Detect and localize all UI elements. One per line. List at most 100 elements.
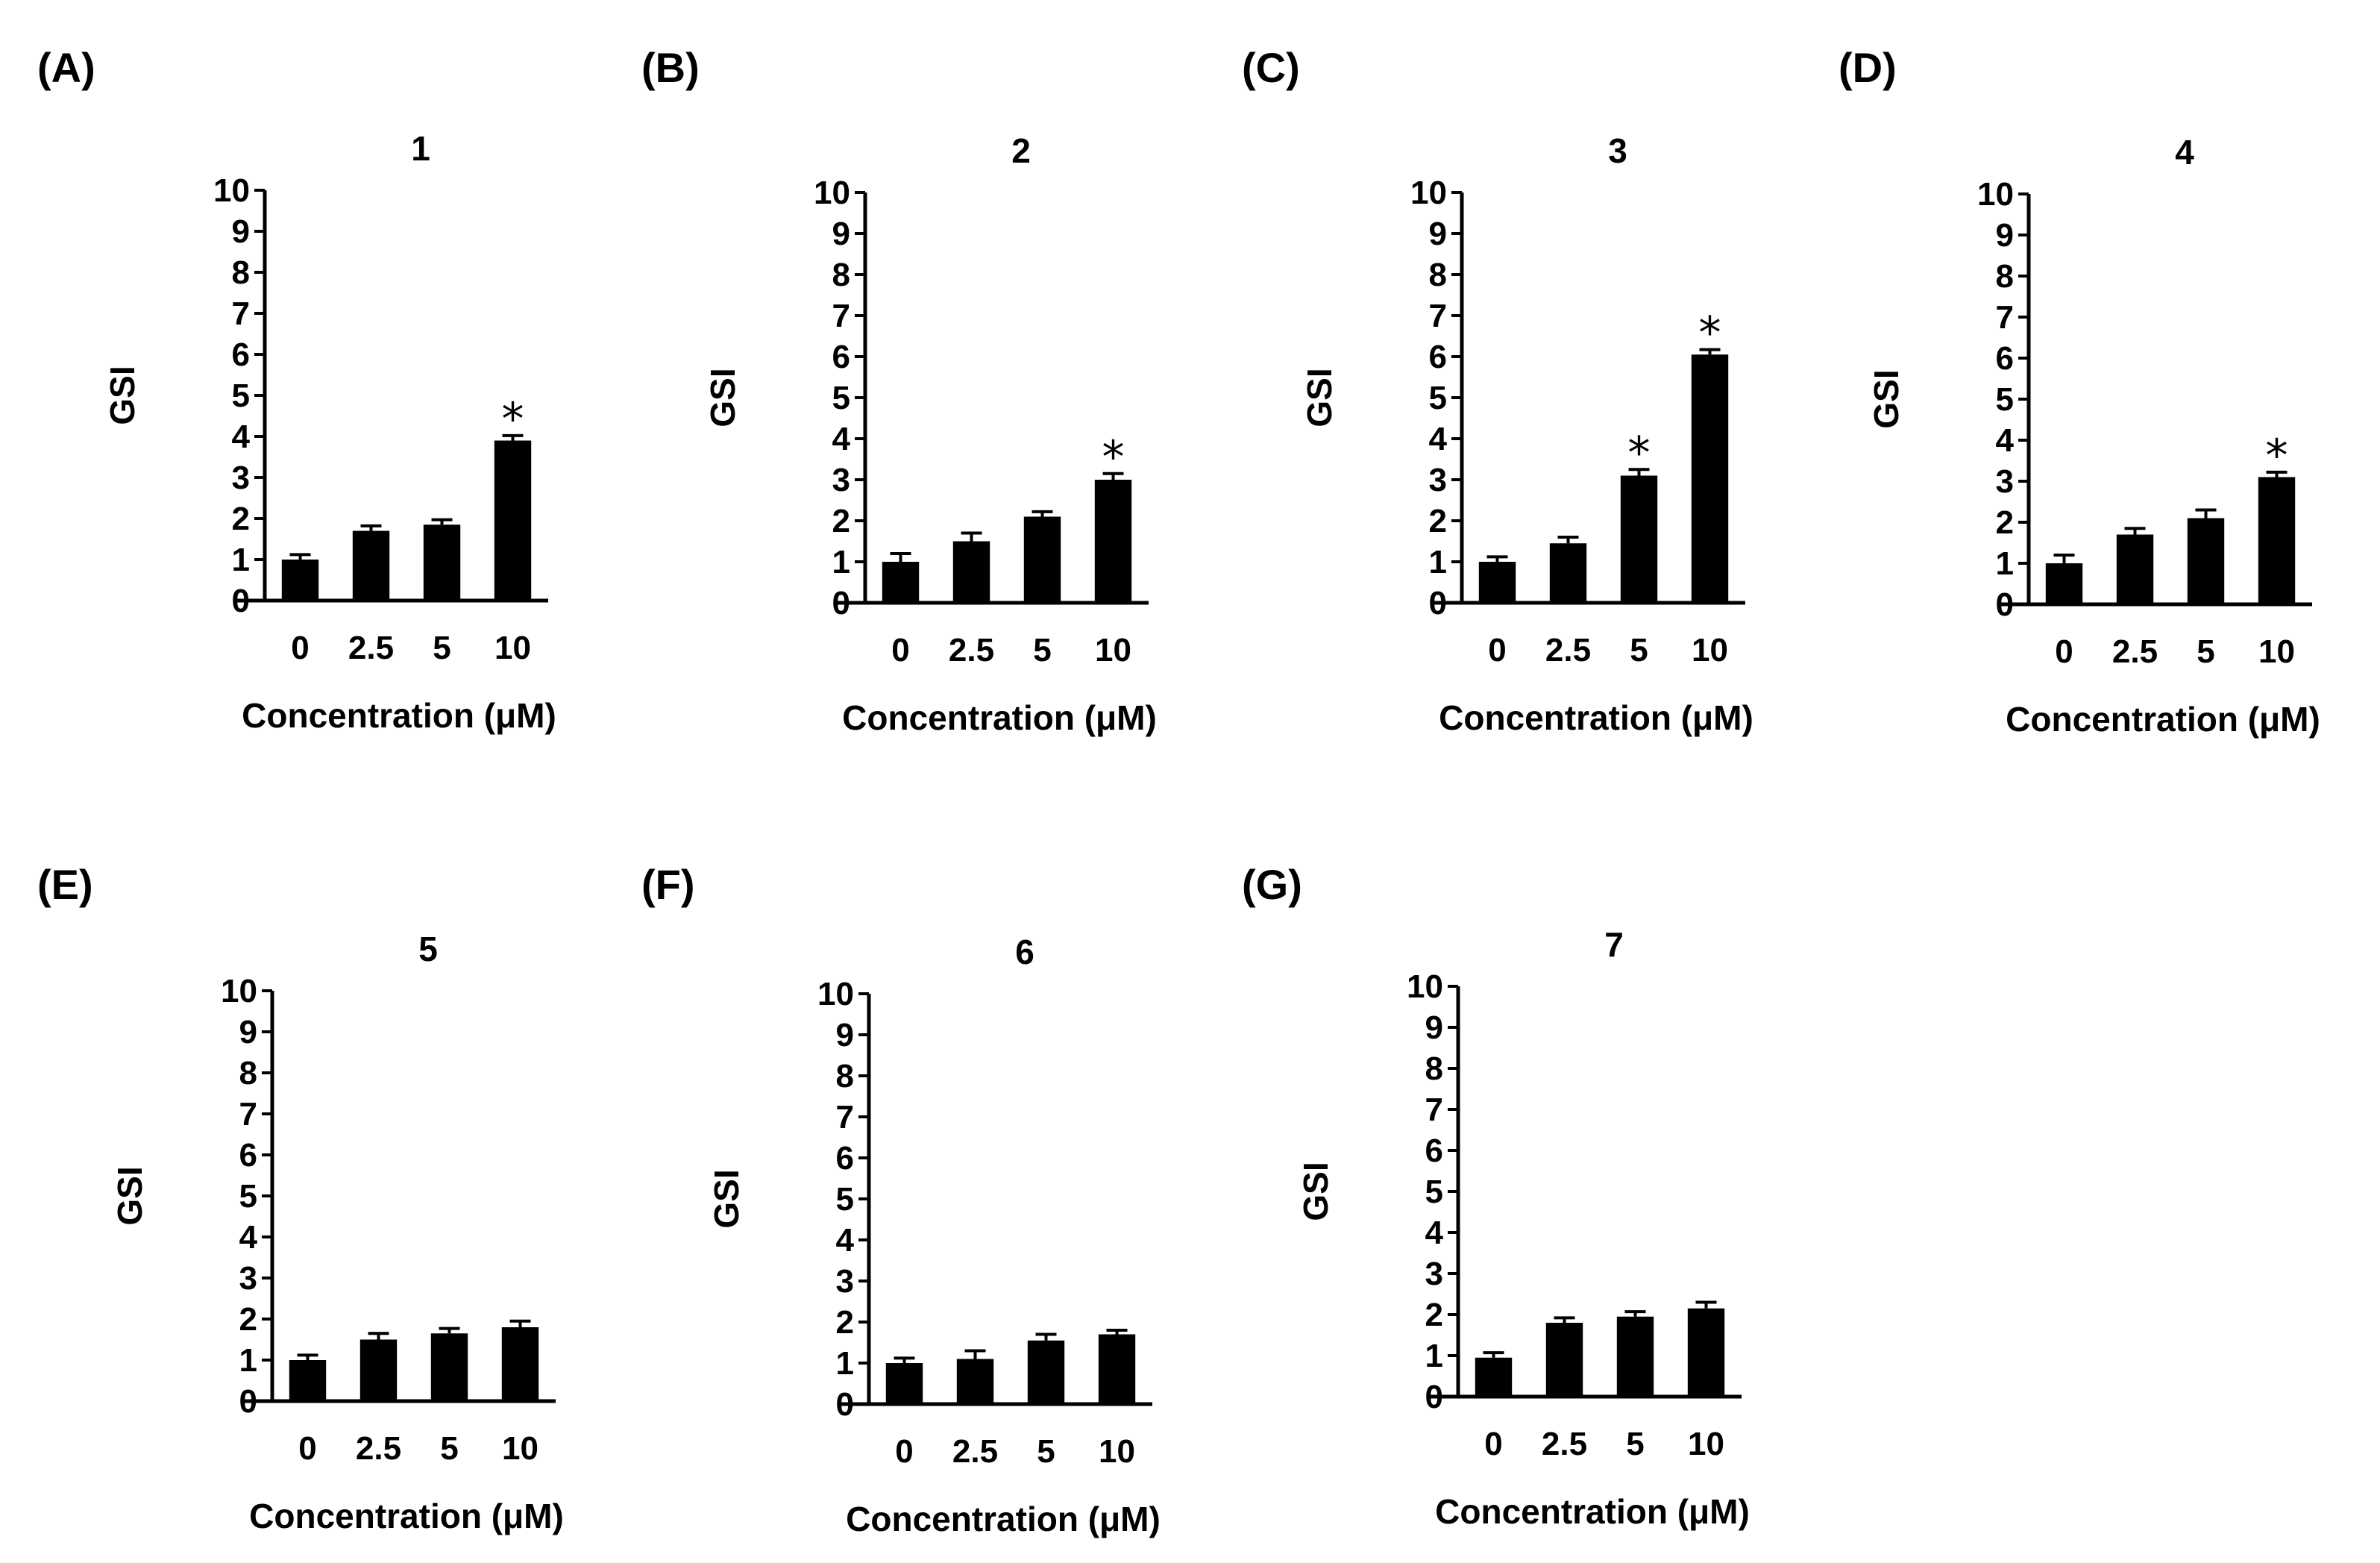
y-tick-label: 9 <box>832 216 850 252</box>
bar <box>1094 480 1132 603</box>
chart-title: 1 <box>411 129 430 168</box>
x-axis-label: Concentration (μM) <box>842 698 1157 737</box>
y-tick-label: 10 <box>1977 176 2014 213</box>
x-axis-label: Concentration (μM) <box>846 1500 1161 1538</box>
bar <box>1616 1316 1654 1397</box>
x-tick-label: 5 <box>1033 632 1051 668</box>
y-tick-label: 7 <box>239 1096 257 1133</box>
y-tick-label: 0 <box>1996 586 2014 623</box>
x-tick-label: 2.5 <box>356 1430 401 1467</box>
y-tick-label: 1 <box>836 1345 854 1382</box>
bar <box>1687 1308 1725 1397</box>
y-tick-label: 8 <box>832 257 850 293</box>
y-tick-label: 8 <box>1425 1050 1443 1087</box>
y-tick-label: 5 <box>1429 380 1447 416</box>
panel-label: (A) <box>37 44 95 91</box>
x-tick-label: 2.5 <box>949 632 994 668</box>
y-tick-label: 1 <box>1425 1338 1443 1374</box>
x-axis-label: Concentration (μM) <box>1439 698 1753 737</box>
y-tick-label: 2 <box>836 1304 854 1341</box>
bar <box>1620 475 1658 603</box>
chart-title: 2 <box>1011 131 1031 170</box>
y-tick-label: 5 <box>1425 1174 1443 1210</box>
bar <box>494 440 532 601</box>
y-tick-label: 6 <box>232 336 250 373</box>
y-tick-label: 6 <box>1996 340 2014 377</box>
y-axis-label: GSI <box>1300 368 1339 427</box>
y-tick-label: 8 <box>836 1058 854 1094</box>
y-tick-label: 7 <box>1425 1091 1443 1128</box>
y-axis-label: GSI <box>103 366 142 425</box>
y-tick-label: 4 <box>832 421 851 457</box>
y-tick-label: 5 <box>836 1181 854 1218</box>
y-tick-label: 7 <box>1429 298 1447 334</box>
y-axis-label: GSI <box>703 368 742 427</box>
y-tick-label: 9 <box>836 1017 854 1053</box>
y-tick-label: 2 <box>1996 504 2014 541</box>
y-tick-label: 0 <box>836 1386 854 1423</box>
y-tick-label: 4 <box>1996 422 2015 459</box>
y-tick-label: 0 <box>1425 1379 1443 1415</box>
bar <box>359 1339 398 1401</box>
x-tick-label: 10 <box>1099 1433 1135 1470</box>
bar <box>885 1363 923 1404</box>
y-tick-label: 10 <box>817 976 854 1012</box>
y-axis-label: GSI <box>707 1169 746 1228</box>
panel-label: (F) <box>641 861 695 908</box>
y-tick-label: 4 <box>239 1219 258 1256</box>
panel-label: (B) <box>641 44 700 91</box>
chart-title: 7 <box>1604 925 1624 964</box>
y-tick-label: 8 <box>232 254 250 291</box>
y-tick-label: 10 <box>1410 175 1447 211</box>
y-tick-label: 4 <box>1429 421 1448 457</box>
x-tick-label: 2.5 <box>2112 633 2158 670</box>
x-tick-label: 5 <box>433 630 450 666</box>
y-tick-label: 3 <box>832 462 850 498</box>
y-tick-label: 7 <box>232 295 250 332</box>
bar <box>352 530 390 601</box>
panel-label: (C) <box>1242 44 1300 91</box>
y-tick-label: 6 <box>239 1137 257 1174</box>
y-tick-label: 9 <box>1996 217 2014 254</box>
y-tick-label: 1 <box>239 1342 257 1379</box>
y-tick-label: 5 <box>832 380 850 416</box>
y-tick-label: 9 <box>1425 1009 1443 1046</box>
bar <box>882 562 920 603</box>
chart-panel-3: (C) 3 0 1 2 3 4 5 6 7 8 9 10 GSI 0 2.5 5 * 10 * Concentratio… <box>1242 44 1753 737</box>
y-tick-label: 1 <box>832 544 850 580</box>
x-axis-label: Concentration (μM) <box>1435 1492 1750 1531</box>
y-tick-label: 2 <box>232 501 250 537</box>
significance-marker: * <box>1699 307 1721 360</box>
x-tick-label: 10 <box>494 630 531 666</box>
bar <box>1549 543 1587 603</box>
x-tick-label: 2.5 <box>952 1433 998 1470</box>
x-tick-label: 0 <box>2055 633 2073 670</box>
bar <box>2258 477 2296 604</box>
x-tick-label: 10 <box>502 1430 539 1467</box>
x-tick-label: 2.5 <box>1542 1426 1587 1462</box>
x-tick-label: 0 <box>291 630 309 666</box>
significance-marker: * <box>1628 427 1651 479</box>
x-tick-label: 0 <box>298 1430 316 1467</box>
y-tick-label: 7 <box>836 1099 854 1136</box>
y-tick-label: 0 <box>239 1383 257 1420</box>
chart-title: 3 <box>1608 131 1627 170</box>
bar <box>2116 534 2154 604</box>
y-tick-label: 5 <box>239 1178 257 1215</box>
x-tick-label: 5 <box>1626 1426 1644 1462</box>
y-tick-label: 6 <box>836 1140 854 1177</box>
y-tick-label: 10 <box>1407 968 1443 1005</box>
y-tick-label: 3 <box>1425 1256 1443 1292</box>
y-tick-label: 10 <box>814 175 850 211</box>
chart-title: 6 <box>1015 933 1034 971</box>
y-tick-label: 3 <box>232 460 250 496</box>
y-tick-label: 0 <box>832 585 850 621</box>
x-tick-label: 0 <box>1484 1426 1502 1462</box>
y-tick-label: 5 <box>232 378 250 414</box>
bar <box>1545 1323 1583 1397</box>
y-axis-label: GSI <box>1296 1162 1335 1221</box>
bar <box>952 541 990 603</box>
bar <box>501 1327 539 1401</box>
y-tick-label: 1 <box>232 542 250 578</box>
